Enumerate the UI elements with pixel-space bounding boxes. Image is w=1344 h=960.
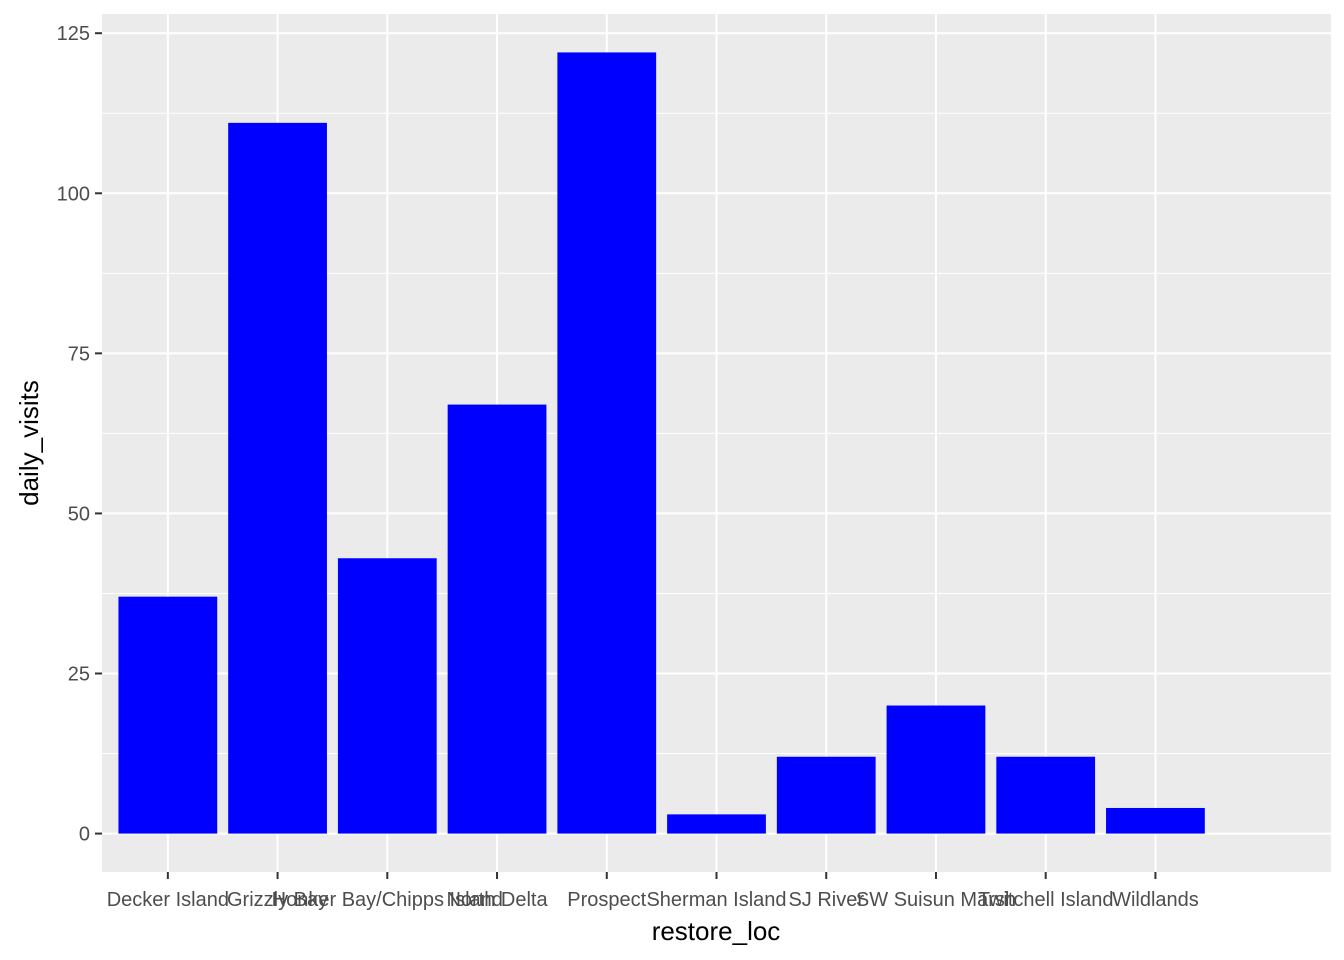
bars [118, 52, 1205, 834]
bar-6 [667, 814, 766, 834]
bar-5 [557, 52, 657, 834]
bar-10 [1106, 807, 1205, 834]
bar-2 [228, 122, 327, 834]
x-tick-label: Decker Island [107, 889, 229, 911]
x-axis-title: restore_loc [652, 916, 781, 946]
y-tick-label: 100 [57, 183, 90, 205]
x-tick-label: Prospect [567, 889, 646, 911]
bar-7 [776, 756, 876, 834]
y-tick-label: 125 [57, 23, 90, 45]
x-tick-label: Honker Bay/Chipps Island [272, 889, 503, 911]
x-tick-label: North Delta [446, 889, 548, 911]
x-tick-label: Grizzly Bay [227, 889, 328, 911]
x-tick-label: Sherman Island [646, 889, 786, 911]
y-axis: 0 25 50 75 100 125 [57, 23, 102, 846]
bar-8 [886, 705, 986, 834]
y-tick-label: 25 [68, 664, 90, 686]
y-axis-title: daily_visits [14, 380, 44, 506]
x-tick-label: SW Suisun Marsh [856, 889, 1016, 911]
y-tick-label: 50 [68, 503, 90, 525]
bar-1 [118, 596, 218, 834]
x-tick-label: Wildlands [1112, 889, 1199, 911]
y-tick-label: 0 [79, 824, 90, 846]
bar-3 [337, 558, 437, 834]
bar-9 [996, 756, 1096, 834]
bar-4 [447, 404, 547, 834]
x-tick-label: Twitchell Island [978, 889, 1114, 911]
x-tick-label: SJ River [788, 889, 864, 911]
y-tick-label: 75 [68, 343, 90, 365]
